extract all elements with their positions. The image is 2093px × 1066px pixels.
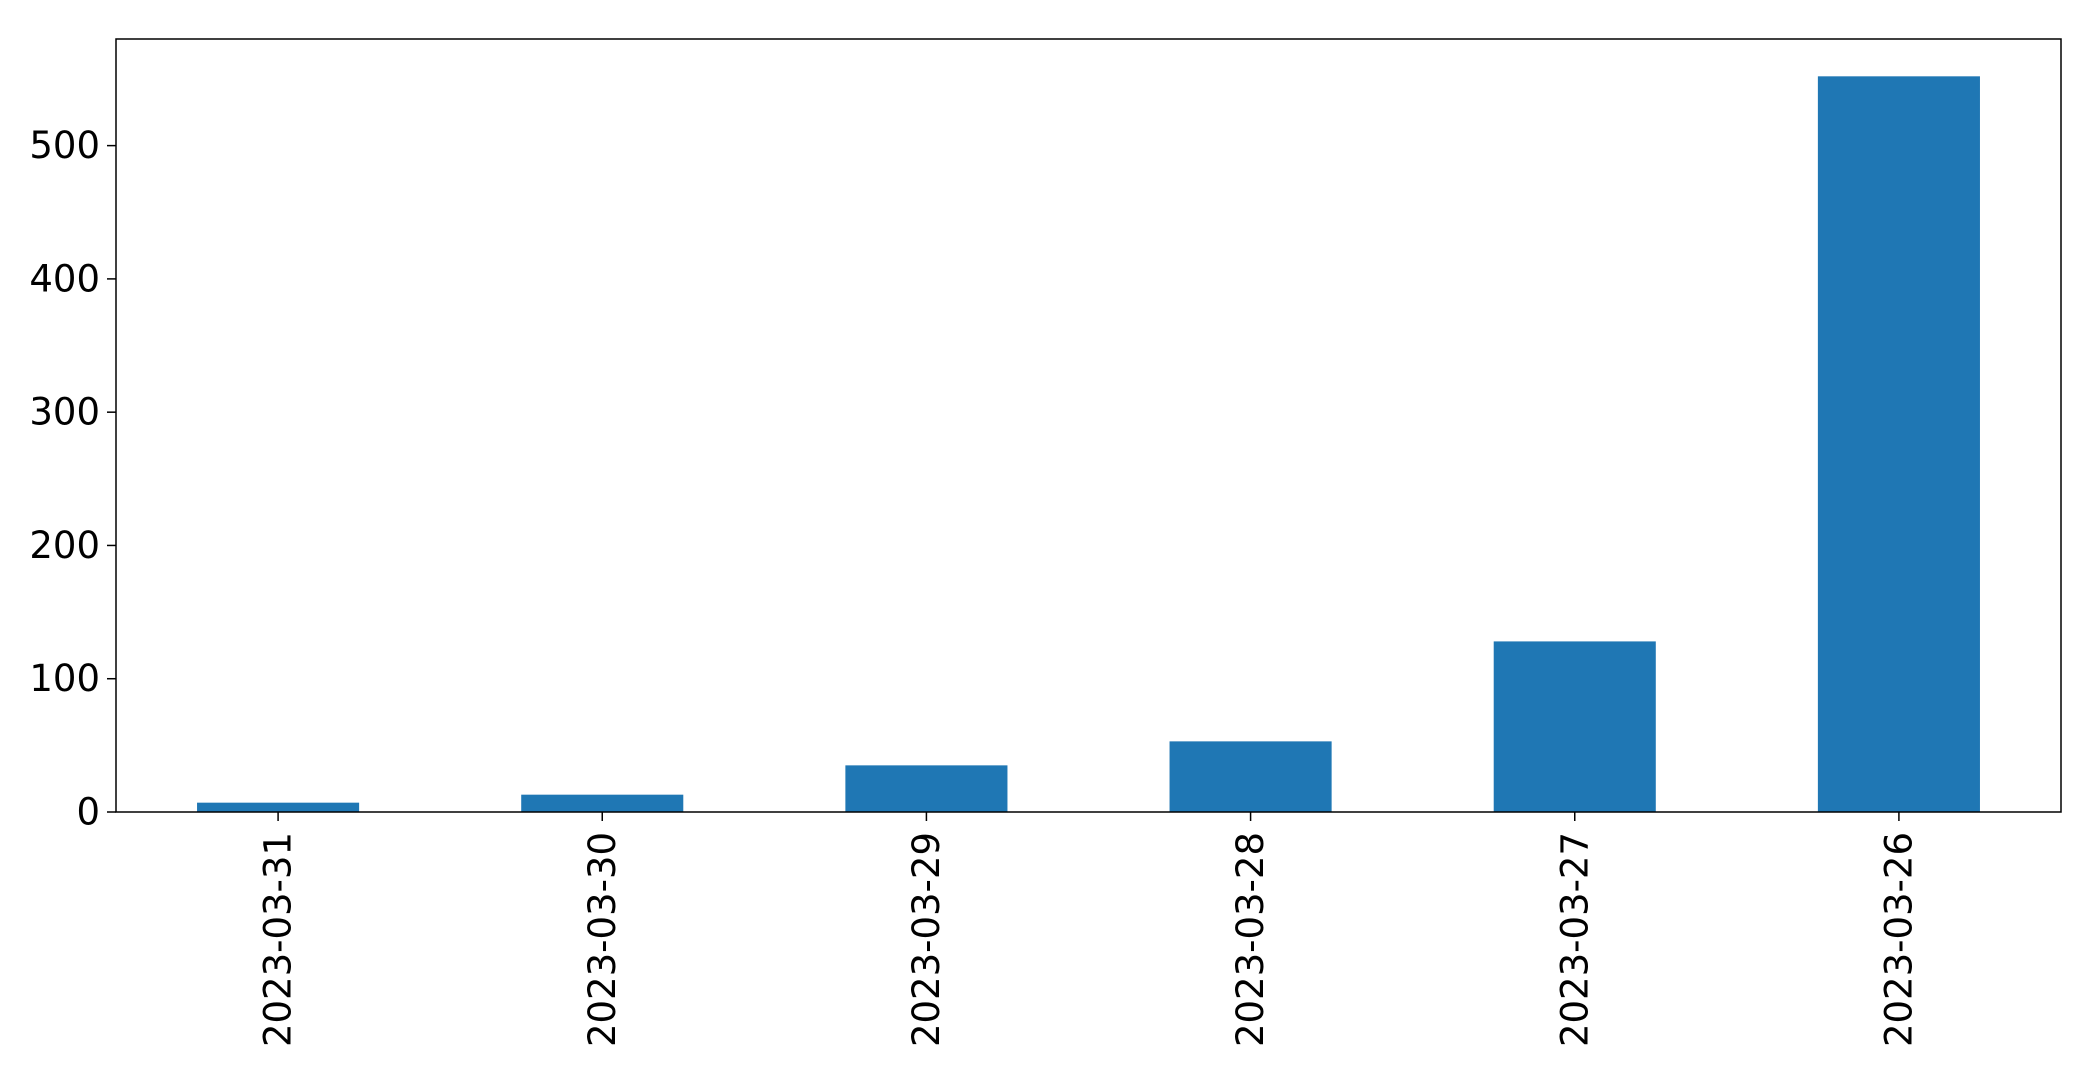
y-axis: 0 100 200 300 400 500 bbox=[29, 124, 116, 834]
x-tick-label: 2023-03-26 bbox=[1877, 832, 1920, 1047]
x-tick-label: 2023-03-30 bbox=[581, 832, 624, 1047]
y-tick-label: 400 bbox=[29, 257, 100, 300]
y-tick-label: 100 bbox=[29, 657, 100, 700]
y-tick-label: 500 bbox=[29, 124, 100, 167]
x-axis: 2023-03-31 2023-03-30 2023-03-29 2023-03-28… bbox=[257, 812, 1920, 1047]
x-tick-label: 2023-03-31 bbox=[257, 832, 300, 1047]
bar bbox=[1493, 641, 1656, 812]
bar bbox=[1817, 76, 1980, 812]
bar bbox=[1169, 741, 1332, 812]
x-tick-label: 2023-03-28 bbox=[1229, 832, 1272, 1047]
plot-frame bbox=[115, 38, 2062, 813]
y-tick-label: 200 bbox=[29, 524, 100, 567]
bar bbox=[521, 794, 684, 812]
bar bbox=[197, 802, 360, 812]
bar bbox=[845, 765, 1008, 812]
bars-group bbox=[197, 76, 1980, 812]
x-tick-label: 2023-03-29 bbox=[905, 832, 948, 1047]
y-tick-label: 300 bbox=[29, 391, 100, 434]
plot-background bbox=[116, 39, 2061, 812]
x-tick-label: 2023-03-27 bbox=[1553, 832, 1596, 1047]
y-tick-label: 0 bbox=[76, 791, 100, 834]
